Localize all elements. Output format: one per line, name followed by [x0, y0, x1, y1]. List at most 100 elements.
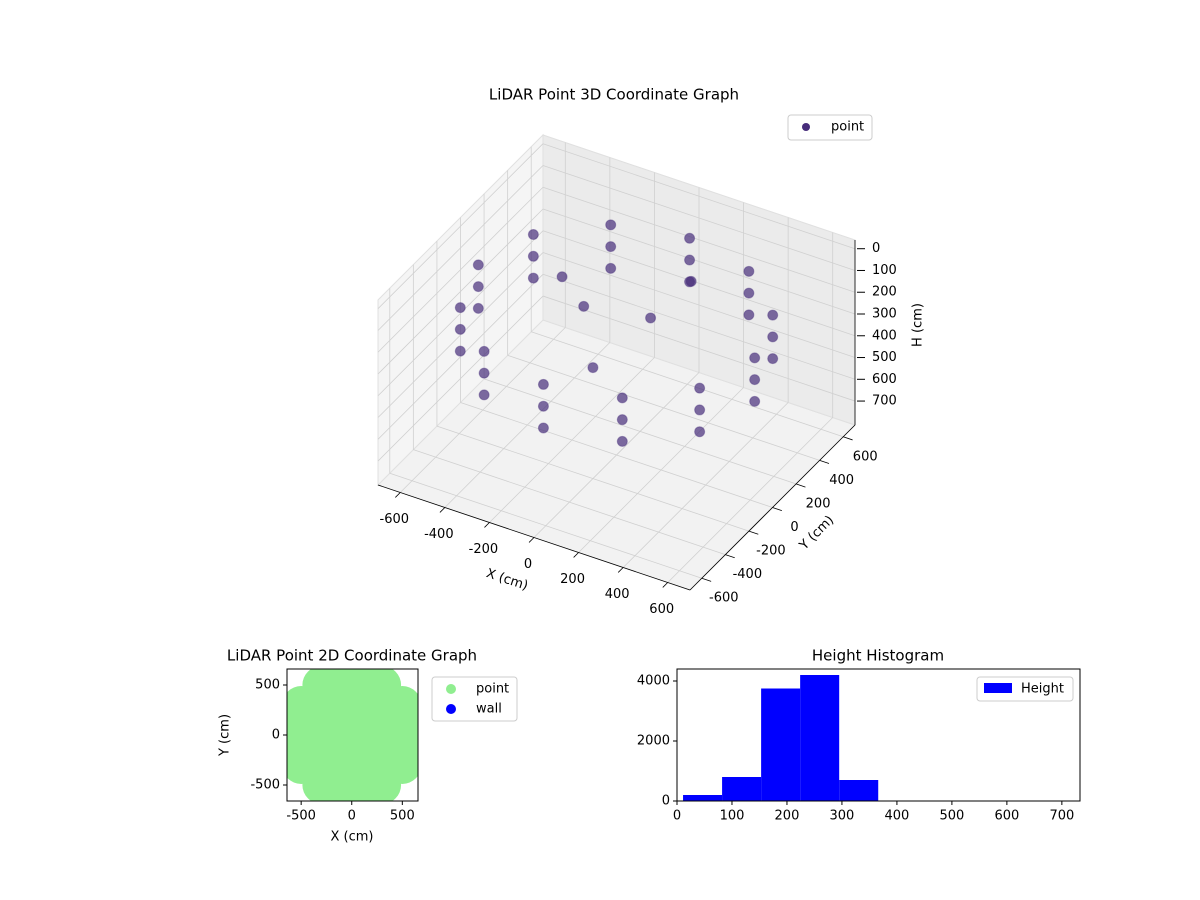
legend-label: point — [476, 682, 509, 697]
grid-line — [483, 378, 797, 485]
y-tick-label: 4000 — [637, 674, 670, 689]
x-tick — [662, 582, 668, 588]
y-tick — [795, 483, 806, 488]
y-axis-label: Y (cm) — [796, 513, 837, 554]
plot-area — [287, 669, 418, 801]
chart-title: LiDAR Point 3D Coordinate Graph — [489, 86, 739, 104]
x-tick-label: 0 — [348, 809, 356, 824]
point — [684, 232, 696, 244]
point — [767, 331, 779, 343]
x-tick — [573, 552, 579, 558]
point — [645, 312, 657, 324]
point — [527, 272, 539, 284]
bar — [800, 675, 840, 801]
grid-line — [377, 230, 544, 397]
point — [749, 395, 761, 407]
legend-marker — [984, 683, 1012, 693]
grid-line — [377, 295, 544, 462]
grid-line — [377, 208, 544, 375]
x-tick — [439, 507, 446, 513]
z-tick-label: 100 — [872, 263, 897, 278]
point — [537, 400, 549, 412]
grid-line — [436, 425, 750, 532]
point — [767, 309, 779, 321]
y-tick — [819, 459, 830, 464]
legend-marker — [446, 684, 456, 694]
grid-line — [377, 252, 544, 418]
x-tick-label: -600 — [380, 512, 410, 527]
z-tick-label: 300 — [872, 307, 897, 322]
grid-line — [542, 165, 856, 271]
grid-line — [389, 472, 702, 579]
x-tick — [617, 567, 624, 573]
z-tick-label: 700 — [872, 394, 897, 409]
point — [749, 374, 761, 386]
point — [537, 422, 549, 434]
z-tick-label: 600 — [872, 372, 897, 387]
grid-line — [542, 230, 856, 337]
x-tick-label: -500 — [286, 809, 316, 824]
x-tick-label: 200 — [775, 809, 800, 824]
legend-label: wall — [476, 702, 502, 717]
x-tick-label: 400 — [885, 809, 910, 824]
y-tick — [725, 554, 735, 559]
x-tick-label: 100 — [720, 809, 745, 824]
point — [616, 414, 628, 426]
point — [587, 362, 599, 374]
point — [556, 271, 568, 283]
grid-line — [377, 186, 544, 353]
x-tick-label: 300 — [830, 809, 855, 824]
point — [743, 309, 755, 321]
x-tick-label: 400 — [605, 587, 630, 602]
y-tick — [701, 577, 712, 582]
y-tick-label: -400 — [733, 567, 763, 582]
point — [472, 281, 484, 293]
x-tick-label: 600 — [994, 809, 1019, 824]
y-axis — [689, 424, 856, 591]
x-tick-label: 500 — [939, 809, 964, 824]
y-tick-label: 400 — [829, 473, 854, 488]
grid-line — [542, 186, 856, 293]
x-tick-label: 500 — [390, 809, 415, 824]
point — [478, 389, 490, 401]
grid-line — [542, 273, 856, 380]
x-tick-label: 600 — [649, 602, 674, 617]
y-tick-label: -500 — [250, 778, 280, 793]
y-axis-label: Y (cm) — [218, 714, 233, 757]
x-tick-label: 700 — [1049, 809, 1074, 824]
y-tick-label: 0 — [662, 794, 670, 809]
y-tick — [772, 507, 782, 512]
grid-line — [531, 331, 844, 438]
point — [694, 404, 706, 416]
y-tick-label: -600 — [709, 591, 739, 606]
z-tick-label: 500 — [872, 350, 897, 365]
point — [743, 265, 755, 277]
x-axis — [377, 484, 691, 591]
legend-marker — [446, 704, 456, 714]
point — [478, 345, 490, 357]
point — [478, 367, 490, 379]
y-tick-label: 0 — [790, 520, 798, 535]
legend-label: point — [831, 120, 864, 135]
x-tick-label: -200 — [469, 542, 499, 557]
chart-title: Height Histogram — [812, 647, 944, 665]
z-axis-label: H (cm) — [911, 303, 926, 347]
point — [383, 686, 418, 724]
y-tick — [748, 530, 759, 535]
legend-marker — [802, 123, 810, 131]
z-tick-label: 400 — [872, 328, 897, 343]
legend-box — [787, 114, 873, 141]
point — [527, 250, 539, 262]
grid-line — [542, 143, 856, 250]
y-tick-label: 200 — [806, 496, 831, 511]
grid-line — [377, 274, 544, 440]
grid-line — [413, 449, 726, 556]
point — [684, 254, 696, 266]
bar — [722, 777, 762, 801]
point — [605, 262, 617, 274]
chart-title: LiDAR Point 2D Coordinate Graph — [227, 647, 477, 665]
grid-line — [542, 252, 856, 358]
y-tick-label: -200 — [756, 544, 786, 559]
grid-line — [460, 402, 773, 508]
